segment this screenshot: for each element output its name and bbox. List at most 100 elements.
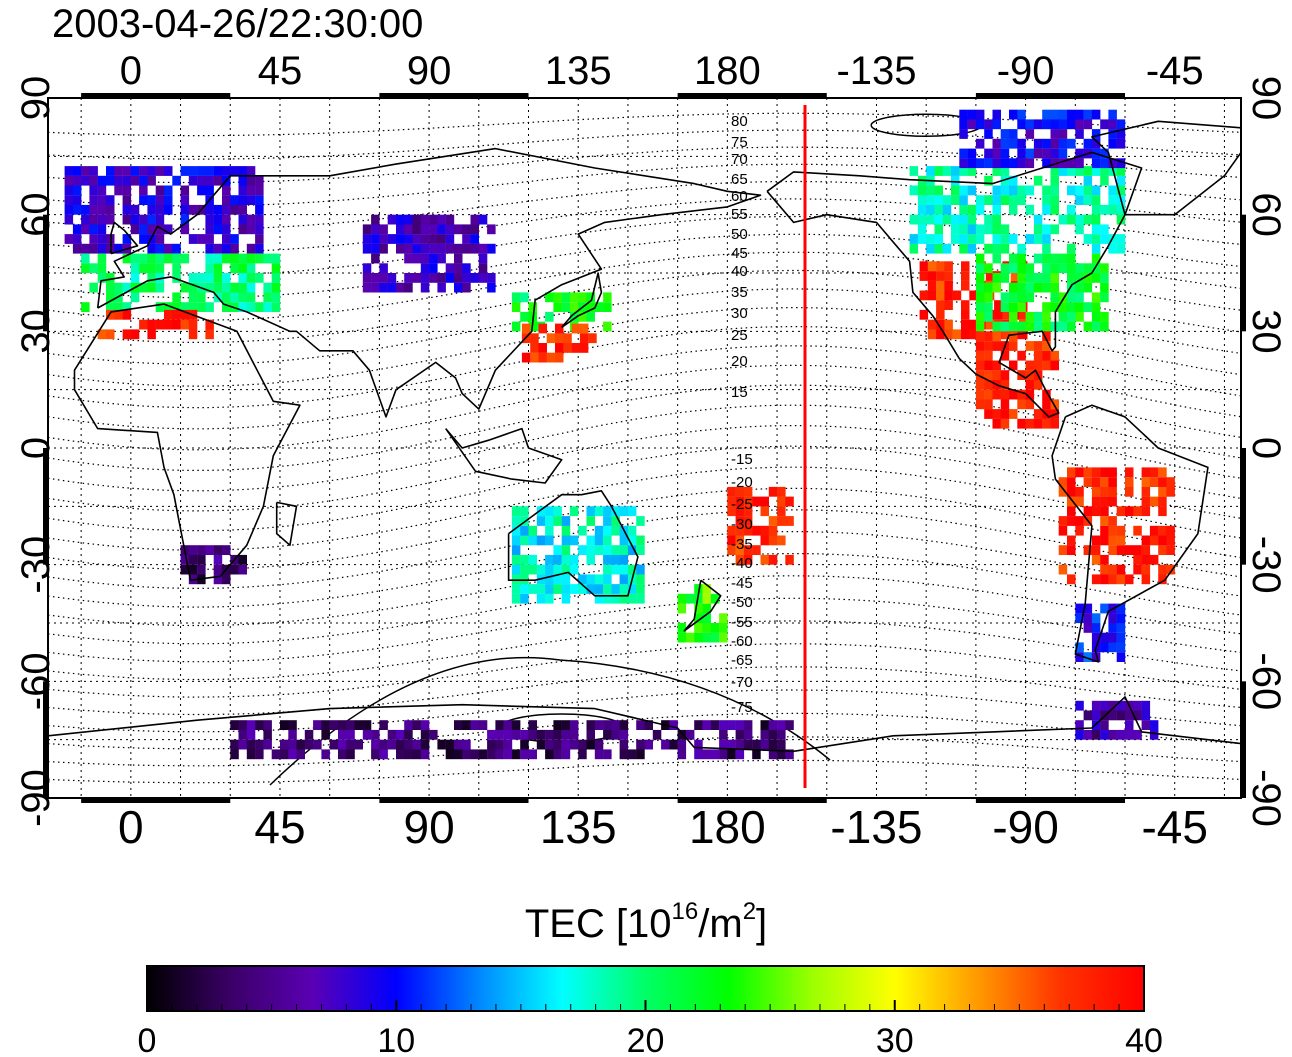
tec-cell bbox=[969, 319, 978, 330]
colorbar-tick-label: 40 bbox=[1125, 1022, 1163, 1057]
tec-cell bbox=[1100, 273, 1109, 283]
tec-cell bbox=[1125, 477, 1134, 487]
tec-cell bbox=[694, 584, 703, 594]
tec-cell bbox=[619, 720, 629, 730]
tec-cell bbox=[1083, 195, 1093, 205]
tec-cell bbox=[1050, 129, 1059, 139]
tec-cell bbox=[255, 302, 264, 312]
tec-cell bbox=[122, 282, 132, 293]
tec-cell bbox=[1050, 195, 1059, 205]
tec-cell bbox=[180, 302, 190, 312]
tec-cell bbox=[1149, 496, 1159, 507]
tec-cell bbox=[130, 273, 140, 283]
tec-cell bbox=[420, 273, 430, 283]
tec-cell bbox=[992, 214, 1001, 225]
tec-cell bbox=[1000, 370, 1010, 380]
tec-cell bbox=[222, 214, 231, 225]
tec-cell bbox=[478, 243, 488, 254]
tec-cell bbox=[246, 224, 256, 235]
tec-cell bbox=[1058, 311, 1068, 322]
tec-cell bbox=[661, 739, 670, 750]
tec-cell bbox=[172, 175, 181, 186]
tec-cell bbox=[147, 329, 156, 340]
tec-cell bbox=[611, 729, 620, 740]
tec-cell bbox=[511, 574, 521, 585]
tec-cell bbox=[528, 535, 537, 546]
tec-cell bbox=[89, 234, 98, 244]
lon-tick-bottom: 45 bbox=[254, 801, 305, 853]
colorbar-tick-label: 0 bbox=[138, 1022, 157, 1057]
contour-label: -65 bbox=[731, 652, 753, 669]
tec-cell bbox=[1067, 506, 1076, 517]
tec-cell bbox=[362, 224, 372, 235]
tec-cell bbox=[155, 224, 165, 235]
tec-cell bbox=[379, 263, 388, 274]
tec-cell bbox=[106, 175, 115, 186]
tec-cell bbox=[951, 195, 960, 205]
tec-cell bbox=[1050, 109, 1059, 120]
tec-cell bbox=[545, 292, 554, 303]
tec-cell bbox=[1133, 506, 1142, 517]
tec-cell bbox=[1050, 158, 1059, 169]
tec-cell bbox=[89, 204, 98, 215]
tec-cell bbox=[561, 564, 571, 575]
colorbar-tick-label: 20 bbox=[627, 1022, 665, 1057]
tec-cell bbox=[255, 234, 264, 244]
tec-cell bbox=[594, 574, 604, 585]
tec-cell bbox=[1083, 652, 1093, 662]
tec-cell bbox=[677, 739, 687, 750]
tec-cell bbox=[975, 109, 985, 120]
tec-cell bbox=[180, 253, 190, 264]
tec-cell bbox=[1009, 321, 1018, 332]
tec-cell bbox=[1116, 185, 1126, 196]
tec-cell bbox=[222, 292, 231, 303]
tec-cell bbox=[288, 720, 297, 730]
tec-cell bbox=[1125, 720, 1134, 730]
tec-cell bbox=[1100, 603, 1109, 614]
tec-cell bbox=[1083, 321, 1093, 332]
tec-cell bbox=[1108, 632, 1117, 643]
tec-cell bbox=[329, 739, 339, 750]
tec-cell bbox=[1017, 263, 1026, 274]
tec-cell bbox=[1050, 138, 1059, 149]
tec-cell bbox=[1025, 273, 1035, 283]
tec-cell bbox=[545, 593, 554, 604]
tec-cell bbox=[511, 593, 521, 604]
tec-cell bbox=[611, 584, 620, 594]
tec-cell bbox=[1166, 486, 1175, 497]
tec-cell bbox=[1091, 710, 1101, 721]
tec-cell bbox=[1000, 292, 1010, 303]
tec-cell bbox=[1025, 292, 1035, 303]
tec-cell bbox=[371, 282, 380, 293]
tec-cell bbox=[1075, 311, 1084, 322]
tec-cell bbox=[926, 195, 935, 205]
tec-cell bbox=[487, 739, 496, 750]
tec-cell bbox=[627, 545, 637, 555]
tec-cell bbox=[1091, 632, 1101, 643]
tec-cell bbox=[1091, 243, 1101, 254]
lon-tick-top: 180 bbox=[694, 49, 761, 93]
tec-cell bbox=[961, 280, 970, 291]
tec-cell bbox=[1116, 204, 1126, 215]
tec-cell bbox=[594, 593, 604, 604]
tec-cell bbox=[1017, 253, 1026, 264]
tec-cell bbox=[64, 214, 74, 225]
tec-cell bbox=[470, 273, 479, 283]
tec-cell bbox=[1100, 729, 1109, 740]
tec-cell bbox=[371, 243, 380, 254]
tec-cell bbox=[785, 496, 794, 507]
tec-cell bbox=[222, 273, 231, 283]
tec-cell bbox=[1100, 496, 1109, 507]
tec-cell bbox=[619, 739, 629, 750]
tec-cell bbox=[944, 290, 953, 301]
tec-cell bbox=[553, 554, 562, 565]
tec-cell bbox=[1091, 574, 1101, 585]
tec-cell bbox=[172, 309, 181, 320]
tec-cell bbox=[1067, 574, 1076, 585]
tec-cell bbox=[984, 302, 993, 312]
tec-cell bbox=[263, 302, 272, 312]
tec-cell bbox=[147, 166, 156, 176]
tec-cell bbox=[97, 329, 107, 340]
tec-cell bbox=[619, 564, 629, 575]
tec-cell bbox=[561, 554, 571, 565]
